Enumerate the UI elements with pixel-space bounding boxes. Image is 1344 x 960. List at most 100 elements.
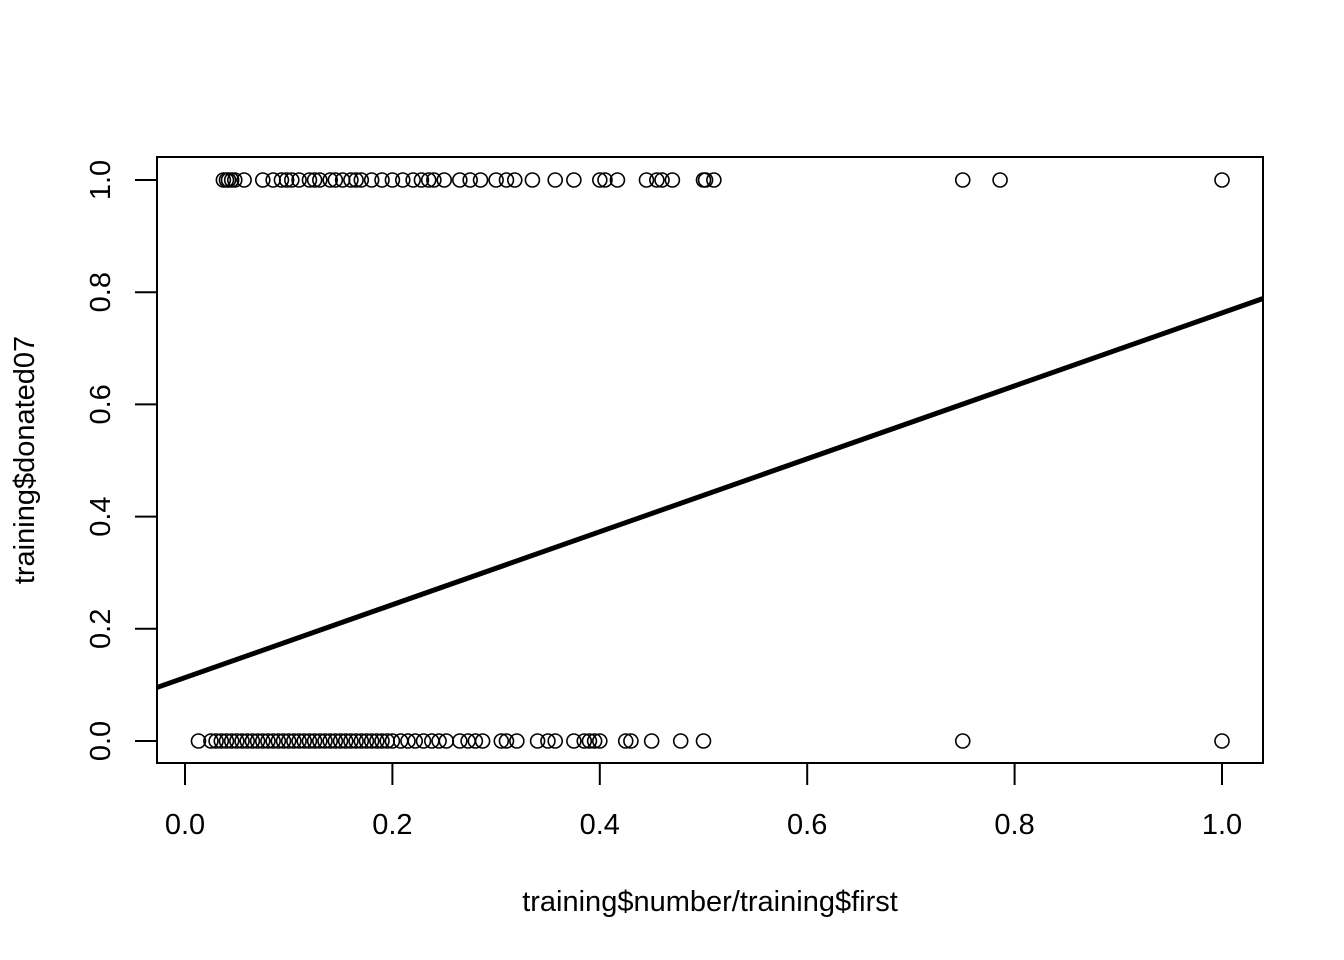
data-point — [591, 172, 608, 188]
data-point — [623, 733, 639, 749]
x-tick-label: 0.2 — [372, 809, 412, 841]
data-point — [586, 733, 603, 749]
data-point — [566, 172, 582, 188]
data-point — [218, 733, 235, 749]
data-point — [239, 733, 256, 749]
data-point — [203, 733, 219, 749]
data-point — [609, 172, 626, 188]
data-point — [226, 172, 243, 188]
data-point — [260, 733, 276, 749]
data-point — [467, 733, 484, 749]
data-point — [426, 172, 442, 188]
x-tick-label: 0.4 — [580, 809, 620, 841]
data-point — [213, 733, 230, 749]
data-point — [265, 733, 281, 749]
y-tick-label: 0.2 — [85, 609, 117, 649]
data-point — [273, 172, 290, 188]
data-point — [672, 733, 689, 749]
data-point — [306, 172, 323, 188]
data-point — [509, 733, 525, 749]
data-point — [265, 172, 281, 188]
plot-box — [156, 156, 1264, 764]
data-point — [343, 733, 359, 749]
data-point — [332, 733, 349, 749]
data-point — [254, 172, 271, 188]
data-point — [284, 172, 300, 188]
data-point — [348, 172, 364, 188]
y-tick-label: 1.0 — [85, 160, 117, 200]
y-tick-label: 0.6 — [85, 384, 117, 424]
data-point — [384, 172, 401, 188]
data-point — [540, 733, 556, 749]
data-point — [236, 172, 252, 188]
data-points — [190, 172, 1230, 749]
data-point — [472, 172, 489, 188]
data-point — [547, 733, 564, 749]
data-point — [400, 733, 416, 749]
y-tick-label: 0.0 — [85, 721, 117, 761]
regression-line — [156, 296, 1264, 690]
data-point — [249, 733, 266, 749]
data-point — [369, 733, 385, 749]
data-point — [374, 733, 390, 749]
data-point — [327, 172, 344, 188]
data-point — [291, 172, 307, 188]
data-point — [488, 172, 504, 188]
data-point — [581, 733, 598, 749]
data-point — [697, 172, 714, 188]
data-point — [1214, 172, 1230, 188]
data-point — [954, 733, 971, 749]
data-point — [649, 172, 665, 188]
data-point — [431, 733, 447, 749]
data-point — [223, 733, 240, 749]
data-point — [317, 733, 333, 749]
data-point — [695, 733, 712, 749]
data-point — [394, 172, 411, 188]
data-point — [547, 172, 564, 188]
data-point — [353, 172, 370, 188]
data-point — [638, 172, 655, 188]
data-point — [1214, 733, 1230, 749]
data-point — [591, 733, 608, 749]
x-tick-label: 0.8 — [994, 809, 1034, 841]
data-point — [407, 733, 424, 749]
y-tick-label: 0.8 — [85, 272, 117, 312]
data-point — [229, 733, 245, 749]
data-point — [420, 172, 437, 188]
data-point — [498, 172, 515, 188]
x-axis-label: training$number/training$first — [522, 886, 898, 918]
data-point — [327, 733, 344, 749]
data-point — [452, 733, 468, 749]
data-point — [524, 172, 541, 188]
x-tick-label: 0.6 — [787, 809, 827, 841]
y-axis: 0.0 0.2 0.4 0.6 0.8 1.0 — [85, 160, 158, 761]
y-tick-label: 0.4 — [85, 496, 117, 536]
data-point — [363, 733, 380, 749]
data-point — [413, 172, 430, 188]
data-point — [374, 172, 390, 188]
data-point — [462, 172, 478, 188]
data-point — [306, 733, 323, 749]
data-point — [353, 733, 370, 749]
data-point — [275, 733, 292, 749]
data-point — [436, 172, 453, 188]
x-axis: 0.0 0.2 0.4 0.6 0.8 1.0 — [165, 762, 1242, 841]
data-point — [280, 733, 297, 749]
data-point — [296, 733, 313, 749]
y-axis-label: training$donated07 — [9, 336, 41, 584]
data-point — [498, 733, 515, 749]
data-point — [617, 733, 634, 749]
data-point — [301, 733, 318, 749]
data-point — [643, 733, 660, 749]
data-point — [322, 172, 338, 188]
data-point — [706, 172, 722, 188]
data-point — [322, 733, 338, 749]
data-point — [529, 733, 546, 749]
data-point — [363, 172, 380, 188]
data-point — [254, 733, 271, 749]
data-point — [493, 733, 510, 749]
data-point — [474, 733, 491, 749]
data-point — [291, 733, 307, 749]
data-point — [244, 733, 261, 749]
